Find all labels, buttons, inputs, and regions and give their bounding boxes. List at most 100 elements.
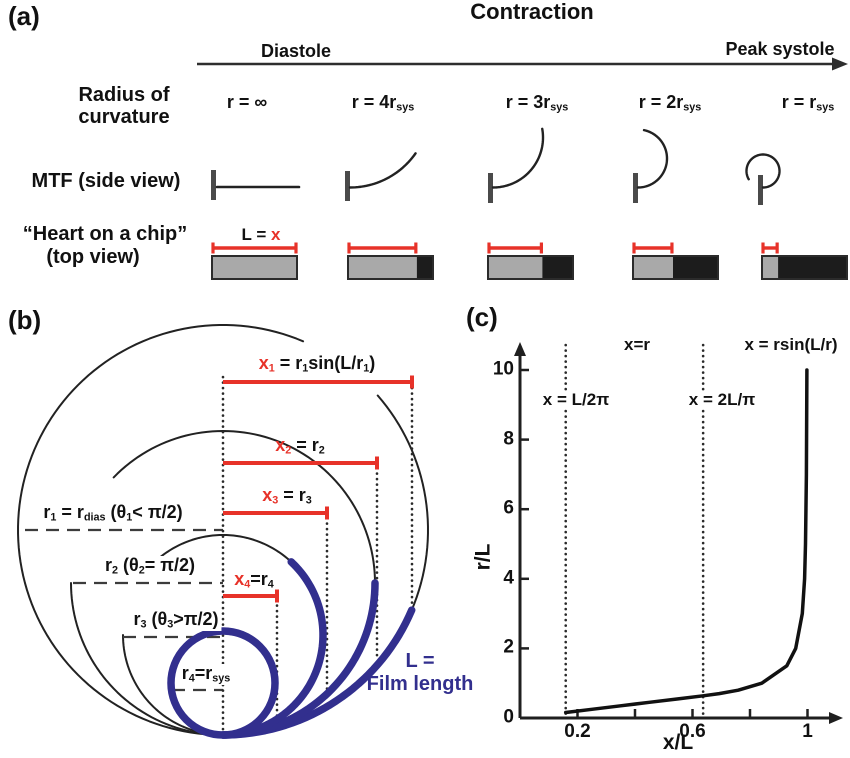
radius-annotation-2-part: 2	[138, 564, 145, 577]
x-bar-label-2-part: 2	[285, 444, 292, 457]
mtf-anchor-3	[488, 173, 493, 203]
curve-r-vs-x	[563, 368, 809, 715]
x-bar-label-3-part: 3	[272, 494, 279, 507]
radius-annotation-4-part: =r	[194, 663, 213, 683]
mtf-row-label: MTF (side view)	[31, 170, 181, 192]
radius-annotation-2-part: 2	[111, 564, 118, 577]
panel-a-tag: (a)	[8, 1, 40, 31]
x-bar-label-2: x2 = r2	[275, 435, 325, 457]
x-tick-label-1: 1	[802, 721, 813, 742]
x-tick-label-0.6: 0.6	[679, 721, 706, 742]
chip-length-label-black: L =	[241, 225, 271, 244]
y-axis-label: r/L	[471, 543, 495, 571]
x-bar-label-2-part: x	[275, 435, 286, 455]
x-bar-label-1-part: = r	[274, 353, 303, 373]
chip-length-label: L = x	[241, 225, 281, 244]
radius-value-label-3-part: r = 3r	[505, 92, 551, 112]
x-bar-label-1-part: )	[369, 353, 376, 373]
mtf-anchor-4	[633, 173, 638, 203]
radius-value-label-5: r = rsys	[781, 92, 835, 114]
film-length-label-line2: Film length	[366, 673, 474, 695]
radius-annotation-1-part: 1	[50, 511, 57, 524]
chip-row-label-line1: “Heart on a chip”	[22, 223, 188, 245]
y-tick-label-10: 10	[492, 358, 514, 380]
radius-annotation-1-part: 1	[126, 511, 133, 524]
y-tick-label-8: 8	[503, 428, 514, 450]
chip-row-label-line2: (top view)	[46, 246, 140, 268]
radius-value-label-2: r = 4rsys	[351, 92, 415, 114]
region-label-x-equals-rsin: x = rsin(L/r)	[744, 335, 838, 354]
x-bar-label-1: x1 = r1sin(L/r1)	[258, 353, 376, 375]
x-bar-label-3-part: = r	[278, 485, 306, 505]
radius-annotation-3-part: (θ	[146, 609, 168, 629]
radius-annotation-3: r3 (θ3>π/2)	[130, 609, 222, 632]
radius-annotation-3-part: >π/2)	[173, 609, 219, 629]
radius-annotation-2: r2 (θ2= π/2)	[101, 555, 199, 578]
x-bar-label-3: x3 = r3	[262, 485, 312, 507]
radius-annotation-1-part: dias	[83, 511, 106, 524]
radius-annotation-1-part: = r	[56, 502, 84, 522]
region-label-x-equals-r: x=r	[624, 335, 650, 354]
radius-row-label-line1: Radius of	[78, 84, 170, 106]
radius-value-label-4-part: sys	[683, 101, 702, 114]
x-bar-label-4-part: x	[234, 569, 245, 589]
radius-annotation-2-part: (θ	[117, 555, 139, 575]
radius-value-label-4-part: r = 2r	[638, 92, 684, 112]
radius-annotation-4: r4=rsys	[178, 663, 234, 686]
radius-value-label-1: r = ∞	[226, 92, 268, 112]
radius-annotation-4-part: sys	[212, 672, 231, 685]
radius-value-label-2-part: r = 4r	[351, 92, 397, 112]
radius-value-label-2-part: sys	[396, 101, 415, 114]
diastole-label: Diastole	[260, 41, 332, 61]
radius-row-label-line2: curvature	[78, 106, 170, 128]
mtf-anchor-5	[758, 175, 763, 205]
x-bar-label-1-part: sin(L/r	[308, 353, 364, 373]
x-bar-label-2-part: 2	[318, 444, 325, 457]
radius-value-label-4: r = 2rsys	[638, 92, 702, 114]
x-tick-label-0.2: 0.2	[564, 721, 591, 742]
mtf-anchor-2	[345, 171, 350, 201]
radius-annotation-2-part: = π/2)	[144, 555, 196, 575]
x-bar-label-4-part: =r	[250, 569, 268, 589]
radius-annotation-1-part: < π/2)	[132, 502, 183, 522]
x-bar-label-2-part: = r	[291, 435, 319, 455]
vline-label-2L-over-pi: x = 2L/π	[685, 390, 759, 410]
x-bar-label-1-part: 1	[302, 362, 309, 375]
panel-c-tag: (c)	[466, 302, 498, 332]
x-bar-label-3-part: x	[262, 485, 273, 505]
x-bar-label-1-part: 1	[268, 362, 275, 375]
radius-annotation-1-part: r	[43, 502, 51, 522]
panel-b-tag: (b)	[8, 305, 42, 335]
radius-value-label-5-part: r = r	[781, 92, 817, 112]
chip-length-label-x: x	[270, 225, 281, 244]
x-bar-label-1-part: x	[258, 353, 269, 373]
chip-gray-1	[212, 256, 297, 279]
y-tick-label-4: 4	[503, 567, 514, 589]
y-tick-label-2: 2	[503, 637, 514, 659]
radius-annotation-2-part: r	[104, 555, 112, 575]
chip-black-3	[542, 256, 573, 279]
radius-value-label-1-part: r = ∞	[226, 92, 268, 112]
mtf-anchor-1	[211, 170, 216, 200]
chip-gray-2	[348, 256, 433, 279]
chip-black-4	[673, 256, 719, 279]
radius-annotation-1: r1 = rdias (θ1< π/2)	[40, 502, 186, 525]
radius-annotation-1-part: (θ	[105, 502, 127, 522]
film-length-label-line1: L =	[405, 650, 435, 672]
x-bar-label-3-part: 3	[305, 494, 312, 507]
x-bar-label-1-part: 1	[363, 362, 370, 375]
chip-black-5	[778, 256, 847, 279]
panel-a-title: Contraction	[470, 0, 594, 24]
radius-value-label-3-part: sys	[550, 101, 569, 114]
vline-label-L-over-2pi: x = L/2π	[539, 390, 613, 410]
y-tick-label-0: 0	[503, 706, 514, 728]
radius-annotation-3-part: r	[133, 609, 141, 629]
x-axis-label: x/L	[662, 731, 694, 754]
y-tick-label-6: 6	[503, 497, 514, 519]
radius-annotation-3-part: 3	[167, 618, 174, 631]
film-circle-4	[167, 627, 279, 739]
x-bar-label-4-part: 4	[267, 578, 274, 591]
radius-value-label-5-part: sys	[816, 101, 835, 114]
